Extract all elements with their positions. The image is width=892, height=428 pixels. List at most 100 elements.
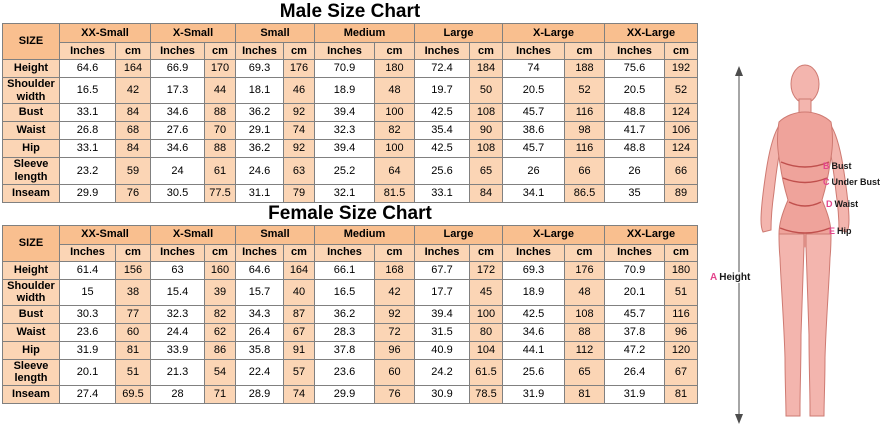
cm-value-cell: 106 [664,121,698,141]
size-header-small: Small [235,23,315,43]
torso-shape [776,111,834,235]
cm-value-cell: 108 [564,304,605,324]
cm-value-cell: 44 [204,76,236,105]
under-bust-label: C Under Bust [823,177,880,187]
cm-value-cell: 82 [204,304,236,324]
inches-value-cell: 35.8 [235,340,284,360]
waist-label: D Waist [826,199,858,209]
inches-value-cell: 64.6 [59,59,116,78]
inches-value-cell: 36.2 [235,103,284,123]
cm-value-cell: 176 [564,260,605,280]
cm-value-cell: 88 [564,322,605,342]
unit-header-row: Inches cm Inches cm Inches cm Inches cm Inches cm… [3,243,698,262]
inches-value-cell: 31.9 [59,340,116,360]
cm-value-cell: 57 [283,358,315,387]
cm-value-cell: 164 [283,260,315,280]
unit-header-cm: cm [664,243,698,262]
inches-value-cell: 28.3 [314,322,375,342]
inches-value-cell: 75.6 [604,59,665,78]
size-header-medium: Medium [314,224,415,245]
row-label: Bust [2,103,60,123]
inches-value-cell: 63 [150,260,205,280]
measurement-row: Inseam 29.9 76 30.5 77.5 31.1 79 32.1 81.5 33.1 84… [2,183,698,203]
unit-header-cm: cm [664,42,698,60]
cm-value-cell: 64 [374,157,415,185]
human-figure [760,64,850,417]
measurement-row: Bust 33.1 84 34.6 88 36.2 92 39.4 100 42.5 108 45.7… [2,103,698,123]
cm-value-cell: 72 [374,322,415,342]
cm-value-cell: 45 [469,278,503,306]
bust-label-key: B [823,161,830,171]
cm-value-cell: 67 [283,322,315,342]
row-label: Shoulder width [2,278,60,306]
cm-value-cell: 108 [469,139,503,159]
cm-value-cell: 60 [115,322,151,342]
inches-value-cell: 31.5 [414,322,470,342]
cm-value-cell: 78.5 [469,385,503,405]
inches-value-cell: 20.1 [604,278,665,306]
hip-label: E Hip [829,226,852,236]
cm-value-cell: 180 [664,260,698,280]
hip-line [779,227,831,234]
inches-value-cell: 39.4 [414,304,470,324]
cm-value-cell: 96 [664,322,698,342]
cm-value-cell: 60 [374,358,415,387]
inches-value-cell: 24.6 [235,157,284,185]
hip-label-text: Hip [837,226,852,236]
inches-value-cell: 25.6 [502,358,565,387]
cm-value-cell: 116 [664,304,698,324]
inches-value-cell: 26.8 [59,121,116,141]
unit-header-cm: cm [283,243,315,262]
inches-value-cell: 28.9 [235,385,284,405]
cm-value-cell: 77.5 [204,183,236,203]
inches-value-cell: 30.5 [150,183,205,203]
cm-value-cell: 116 [564,103,605,123]
cm-value-cell: 80 [469,322,503,342]
row-label: Bust [2,304,60,324]
inches-value-cell: 16.5 [314,278,375,306]
size-header-row: SIZE XX-Small X-Small Small Medium Large X-Lar… [2,23,698,60]
inches-value-cell: 16.5 [59,76,116,105]
inches-value-cell: 23.6 [59,322,116,342]
cm-value-cell: 192 [664,59,698,78]
inches-value-cell: 44.1 [502,340,565,360]
cm-value-cell: 98 [564,121,605,141]
row-label: Hip [2,340,60,360]
female-chart-title: Female Size Chart [268,202,432,224]
unit-header-cm: cm [283,42,315,60]
inches-value-cell: 18.9 [314,76,375,105]
unit-header-inches: Inches [314,42,375,60]
measurement-row: Waist 23.6 60 24.4 62 26.4 67 28.3 72 31.5 80 34.6 8… [2,322,698,342]
unit-header-cm: cm [115,243,151,262]
size-tables-area: Male Size Chart SIZE XX-Small X-Small Small… [2,1,705,405]
row-label: Inseam [2,385,60,405]
cm-value-cell: 66 [564,157,605,185]
inches-value-cell: 33.1 [59,139,116,159]
measurement-row: Hip 31.9 81 33.9 86 35.8 91 37.8 96 40.9 104 44.1 11… [2,340,698,360]
inches-value-cell: 69.3 [502,260,565,280]
inches-value-cell: 24.4 [150,322,205,342]
measurement-row: Height 64.6 164 66.9 170 69.3 176 70.9 180 72.4 18… [2,59,698,78]
height-label: A Height [709,272,752,283]
cm-value-cell: 188 [564,59,605,78]
row-label: Shoulder width [2,76,60,105]
inches-value-cell: 33.1 [414,183,470,203]
cm-value-cell: 65 [564,358,605,387]
row-label: Waist [2,322,60,342]
cm-value-cell: 42 [374,278,415,306]
male-size-chart: Male Size Chart SIZE XX-Small X-Small Small… [2,1,705,203]
unit-header-inches: Inches [314,243,375,262]
cm-value-cell: 38 [115,278,151,306]
inches-value-cell: 27.6 [150,121,205,141]
cm-value-cell: 52 [564,76,605,105]
cm-value-cell: 59 [115,157,151,185]
cm-value-cell: 156 [115,260,151,280]
inches-value-cell: 31.9 [502,385,565,405]
cm-value-cell: 70 [204,121,236,141]
cm-value-cell: 89 [664,183,698,203]
row-label: Inseam [2,183,60,203]
female-size-chart: Female Size Chart SIZE XX-Small X-Small Sma… [2,203,705,405]
cm-value-cell: 160 [204,260,236,280]
inches-value-cell: 29.1 [235,121,284,141]
inches-value-cell: 15 [59,278,116,306]
